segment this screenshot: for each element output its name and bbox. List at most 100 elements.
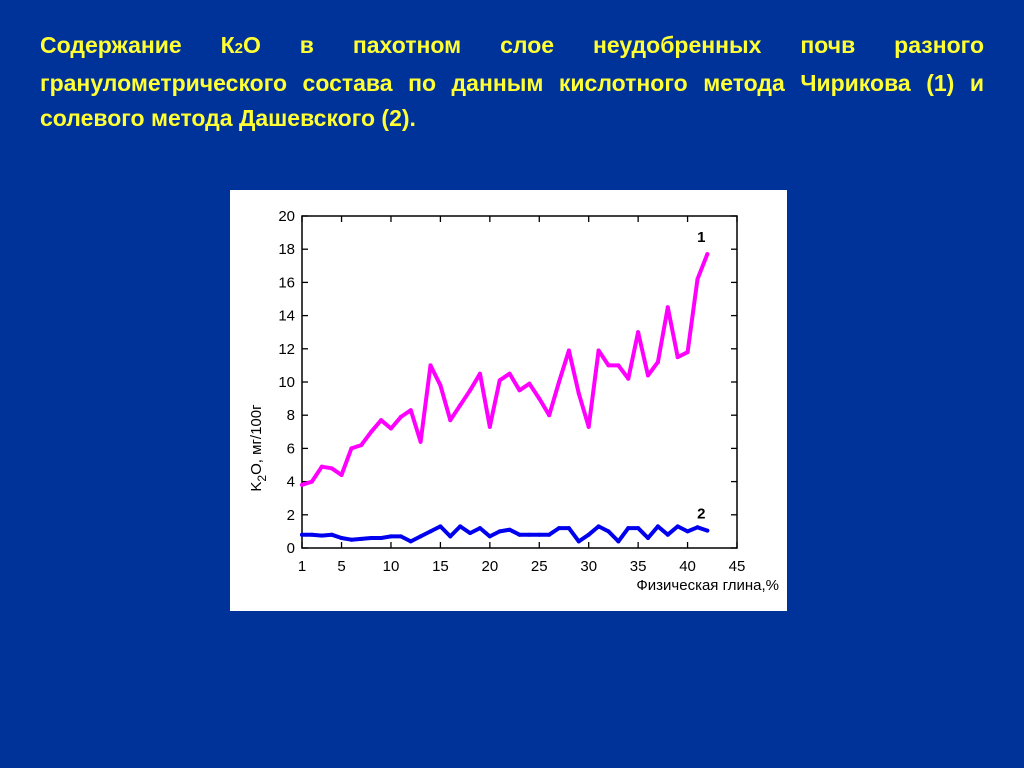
series-1-point xyxy=(675,355,680,360)
x-tick-label: 35 xyxy=(630,558,647,575)
series-2-point xyxy=(547,532,552,537)
slide-title-part1: Содержание К xyxy=(40,32,235,58)
series-2-point xyxy=(507,527,512,532)
series-2-point xyxy=(665,532,670,537)
x-tick-label: 20 xyxy=(481,558,498,575)
series-1-point xyxy=(339,472,344,477)
y-tick-label: 20 xyxy=(278,208,295,225)
series-2-point xyxy=(428,529,433,534)
series-1-point xyxy=(497,378,502,383)
x-tick-label: 45 xyxy=(729,558,746,575)
series-1-point xyxy=(379,418,384,423)
x-tick-label: 5 xyxy=(337,558,345,575)
series-1-point xyxy=(586,424,591,429)
series-2-point xyxy=(566,526,571,531)
series-1-point xyxy=(349,446,354,451)
series-2-point xyxy=(448,534,453,539)
series-1-point xyxy=(468,388,473,393)
series-labels: 12 xyxy=(697,229,705,522)
series-1-point xyxy=(685,350,690,355)
series-1-point xyxy=(606,363,611,368)
series-1-point xyxy=(695,277,700,282)
series-1-point xyxy=(665,305,670,310)
series-1-point xyxy=(319,464,324,469)
series-1-point xyxy=(576,391,581,396)
series-2-point xyxy=(576,539,581,544)
x-tick-label: 40 xyxy=(679,558,696,575)
series-2-point xyxy=(636,526,641,531)
series-1-point xyxy=(408,408,413,413)
series-2-point xyxy=(458,524,463,529)
series-2-point xyxy=(675,524,680,529)
y-tick-label: 16 xyxy=(278,274,295,291)
y-axis-label-part2: O, мг/100г xyxy=(248,404,265,475)
series-1-point xyxy=(369,429,374,434)
y-tick-label: 2 xyxy=(287,507,295,524)
series-1-point xyxy=(438,383,443,388)
series-2-point xyxy=(359,536,364,541)
x-tick-label: 15 xyxy=(432,558,449,575)
series-1-point xyxy=(388,426,393,431)
series-2-point xyxy=(705,528,710,533)
series-1-point xyxy=(477,371,482,376)
series-1-line xyxy=(300,252,710,487)
y-tick-label: 10 xyxy=(278,374,295,391)
series-lines xyxy=(300,252,710,544)
series-1-point xyxy=(448,418,453,423)
series-2-point xyxy=(398,534,403,539)
series-2-point xyxy=(408,539,413,544)
series-2-point xyxy=(497,529,502,534)
series-2-point xyxy=(655,524,660,529)
series-2-point xyxy=(369,536,374,541)
x-tick-label: 30 xyxy=(580,558,597,575)
series-2-point xyxy=(596,524,601,529)
series-1-point xyxy=(655,360,660,365)
x-tick-label: 10 xyxy=(383,558,400,575)
series-1-point xyxy=(309,479,314,484)
plot-frame xyxy=(301,215,738,549)
series-1-point xyxy=(517,388,522,393)
series-2-point xyxy=(319,533,324,538)
series-1-point xyxy=(300,482,304,487)
series-2-point xyxy=(388,534,393,539)
series-1-point xyxy=(646,373,651,378)
series-2-point xyxy=(438,524,443,529)
series-1-point xyxy=(527,381,532,386)
series-1-point xyxy=(566,348,571,353)
series-1-point xyxy=(398,414,403,419)
series-1-point xyxy=(507,371,512,376)
series-1-point xyxy=(329,466,334,471)
series-1-point xyxy=(418,439,423,444)
y-tick-label: 18 xyxy=(278,241,295,258)
y-tick-label: 12 xyxy=(278,341,295,358)
series-2-point xyxy=(537,532,542,537)
series-2-point xyxy=(557,526,562,531)
series-2-point xyxy=(477,526,482,531)
y-tick-label: 6 xyxy=(287,440,295,457)
series-2-point xyxy=(527,532,532,537)
x-tick-label: 25 xyxy=(531,558,548,575)
series-1-point xyxy=(537,396,542,401)
series-2-label: 2 xyxy=(697,506,705,523)
series-2-point xyxy=(646,536,651,541)
series-2-point xyxy=(349,537,354,542)
series-2-point xyxy=(300,532,304,537)
slide-title: Содержание К2О в пахотном слое неудобрен… xyxy=(40,28,984,136)
slide-title-subscript: 2 xyxy=(234,40,243,57)
series-1-point xyxy=(487,424,492,429)
y-tick-label: 0 xyxy=(287,540,295,557)
series-1-point xyxy=(626,376,631,381)
x-axis-label: Физическая глина,% xyxy=(636,577,779,594)
series-1-point xyxy=(557,380,562,384)
series-2-point xyxy=(685,529,690,534)
y-tick-label: 8 xyxy=(287,407,295,424)
series-2-point xyxy=(487,534,492,539)
series-2-point xyxy=(309,532,314,537)
series-1-point xyxy=(636,330,641,335)
series-2-point xyxy=(329,532,334,537)
series-1-point xyxy=(359,443,364,448)
series-2-point xyxy=(606,529,611,534)
series-2-point xyxy=(517,532,522,537)
